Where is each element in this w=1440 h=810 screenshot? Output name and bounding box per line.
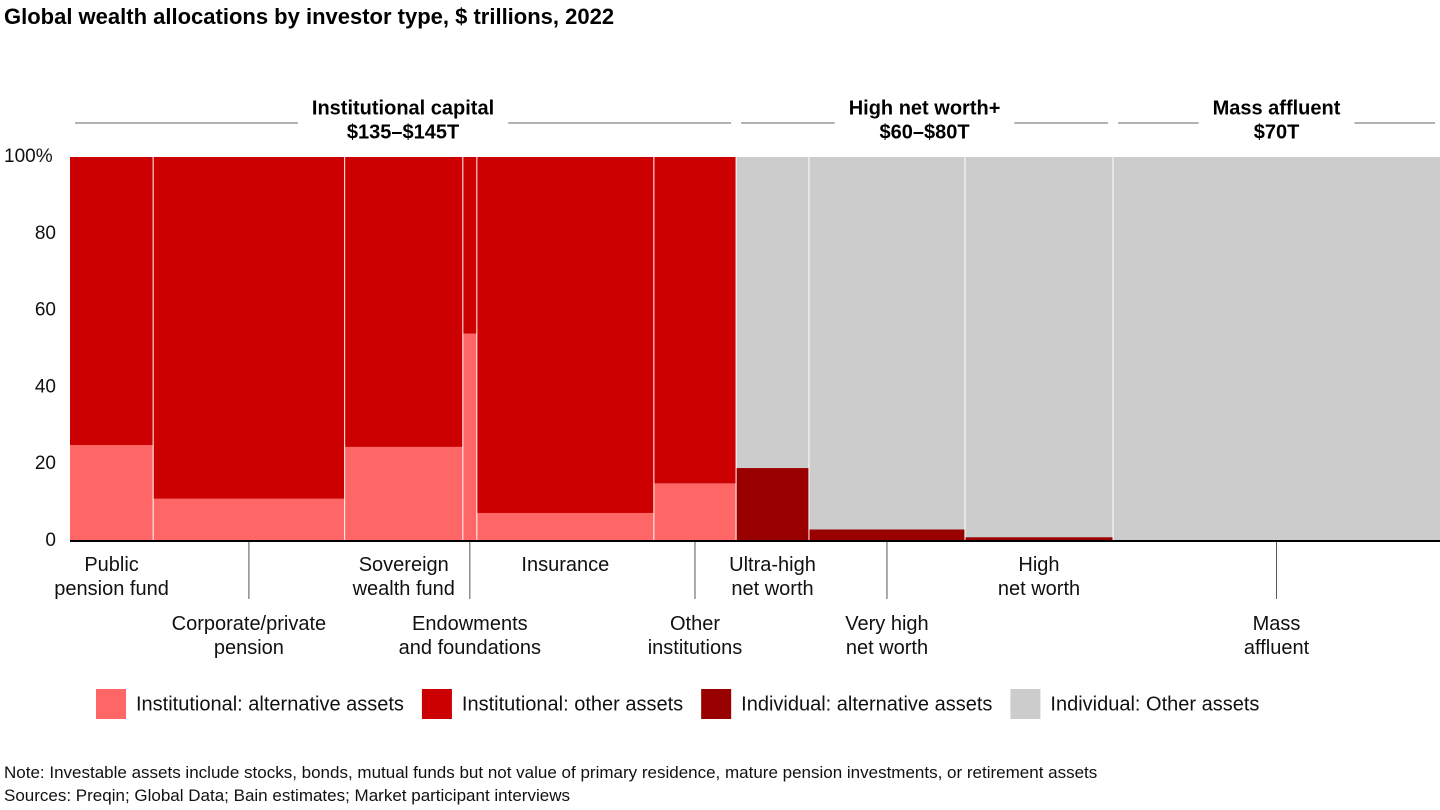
group-total: $135–$145T: [347, 121, 459, 143]
segment: [344, 157, 463, 447]
segment: [476, 157, 654, 513]
segment: [462, 157, 477, 334]
legend-swatch: [96, 689, 126, 719]
category-label: Mass affluent: [1243, 613, 1310, 659]
segment: [808, 157, 965, 530]
category-label: Other institutions: [647, 613, 743, 659]
category-label: Endowments and foundations: [398, 613, 541, 659]
segment: [344, 446, 463, 541]
segment: [476, 512, 654, 541]
chart-title: Global wealth allocations by investor ty…: [4, 4, 615, 29]
legend-swatch: [421, 689, 452, 719]
segment: [153, 498, 345, 541]
category-label: Sovereign wealth fund: [352, 554, 455, 600]
category-label: Public pension fund: [54, 554, 169, 600]
y-tick-label: 20: [35, 453, 56, 474]
category-label: Corporate/private pension: [171, 613, 327, 659]
legend-label: Institutional: other assets: [462, 693, 683, 715]
segment: [964, 157, 1114, 538]
group-total: $70T: [1254, 121, 1300, 143]
segment: [153, 157, 345, 499]
segment: [653, 483, 737, 541]
segment: [736, 157, 809, 469]
y-tick-label: 80: [35, 223, 56, 244]
y-tick-label: 100%: [4, 146, 53, 167]
segment: [70, 157, 154, 445]
legend-label: Institutional: alternative assets: [136, 693, 404, 715]
y-tick-label: 60: [35, 300, 56, 321]
segment: [70, 445, 154, 541]
segment: [1113, 157, 1440, 541]
category-label: Very high net worth: [845, 613, 929, 659]
legend-swatch: [701, 689, 732, 719]
segment: [653, 157, 737, 484]
segment: [808, 529, 965, 541]
legend-label: Individual: alternative assets: [741, 693, 992, 715]
note: Note: Investable assets include stocks, …: [4, 763, 1098, 782]
segment: [736, 468, 809, 541]
category-label: Insurance: [521, 554, 610, 576]
group-name: Institutional capital: [312, 97, 494, 119]
category-label: Ultra-high net worth: [729, 554, 816, 600]
source: Sources: Preqin; Global Data; Bain estim…: [4, 786, 570, 805]
legend-swatch: [1010, 689, 1041, 719]
group-name: Mass affluent: [1213, 97, 1341, 119]
segment: [462, 333, 477, 541]
legend-label: Individual: Other assets: [1050, 693, 1259, 715]
segment: [964, 537, 1114, 541]
y-tick-label: 40: [35, 376, 56, 397]
group-total: $60–$80T: [880, 121, 970, 143]
group-name: High net worth+: [849, 97, 1001, 119]
y-tick-label: 0: [45, 530, 56, 551]
category-label: High net worth: [997, 554, 1081, 600]
